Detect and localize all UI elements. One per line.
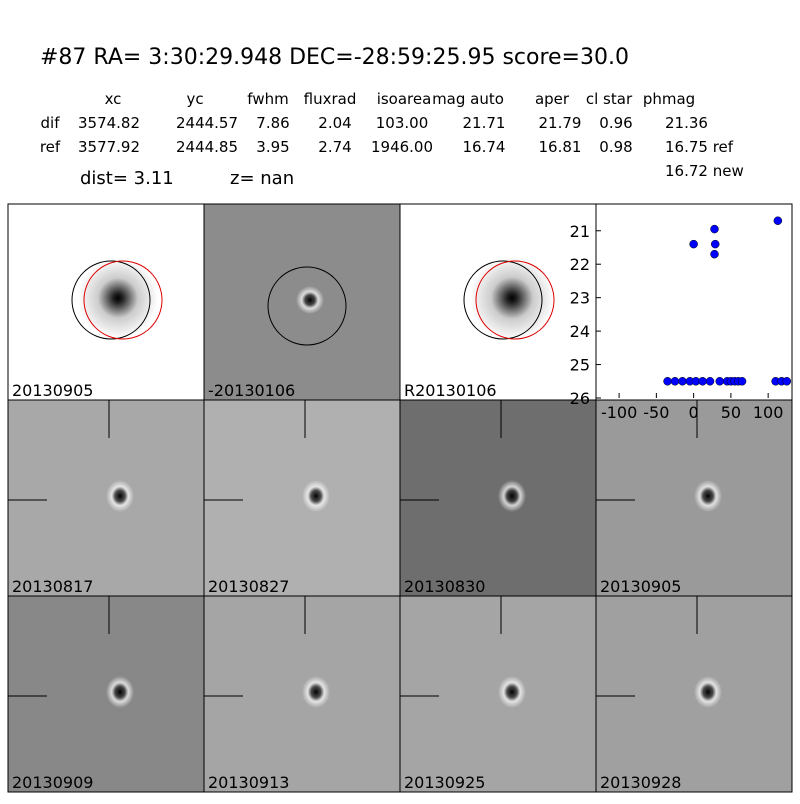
panel-label: 20130817 (12, 577, 93, 596)
point (782, 377, 792, 386)
y-tick-label: 23 (570, 289, 590, 308)
panel-label: R20130106 (404, 381, 497, 400)
z: z= nan (230, 168, 294, 189)
point (773, 216, 783, 225)
panel-bg (7, 399, 205, 597)
y-tick-label: 21 (570, 222, 590, 241)
table-cell: 21.36 (665, 114, 708, 132)
source (694, 480, 722, 512)
point (737, 377, 747, 386)
source (694, 676, 722, 708)
point (715, 377, 724, 386)
point (663, 377, 672, 386)
table-cell: 16.81 (539, 138, 582, 156)
x-tick-label: 100 (753, 403, 784, 422)
panel-label: 20130928 (600, 773, 681, 792)
x-tick-label: -100 (601, 403, 637, 422)
table-cell: 2.74 (318, 138, 351, 156)
circle (83, 260, 163, 340)
circle (267, 266, 347, 346)
y-tick-label: 26 (570, 389, 590, 408)
table-cell: dif (41, 114, 61, 132)
table-cell: 3.95 (256, 138, 289, 156)
source (302, 480, 330, 512)
table-header: cl star (586, 90, 633, 108)
y-tick-label: 22 (570, 255, 590, 274)
dist: dist= 3.11 (80, 168, 174, 189)
x-tick-label: 0 (689, 403, 699, 422)
source (498, 480, 526, 512)
source (498, 676, 526, 708)
x-tick-label: -50 (643, 403, 669, 422)
table-cell: ref (40, 138, 61, 156)
point (705, 377, 715, 386)
panel-label: 20130830 (404, 577, 485, 596)
table-header: xc (105, 90, 122, 108)
point (710, 249, 719, 259)
circle (71, 260, 151, 340)
source (106, 480, 134, 512)
table-header: yc (186, 90, 203, 108)
panel-bg (399, 399, 597, 597)
table-cell: 0.96 (599, 114, 632, 132)
title: #87 RA= 3:30:29.948 DEC=-28:59:25.95 sco… (40, 45, 629, 70)
panel-label: 20130913 (208, 773, 289, 792)
point (670, 377, 680, 386)
table-header: aper (535, 90, 570, 108)
panel-bg (595, 595, 793, 793)
panel-label: 20130925 (404, 773, 485, 792)
point (710, 224, 719, 234)
panel-label: 20130909 (12, 773, 93, 792)
panels (7, 203, 793, 793)
panel-label: -20130106 (208, 381, 295, 400)
y-tick-label: 24 (570, 322, 590, 341)
point (698, 377, 707, 386)
blob (470, 256, 554, 340)
panel-bg (7, 595, 205, 793)
table-cell: 1946.00 (371, 138, 433, 156)
table-cell: 3577.92 (78, 138, 140, 156)
table-cell: 7.86 (256, 114, 289, 132)
panel-bg (595, 399, 793, 597)
table-header: phmag (643, 90, 695, 108)
table-header: fluxrad (304, 90, 357, 108)
panel-label: 20130827 (208, 577, 289, 596)
table-cell: 2444.57 (176, 114, 238, 132)
point (678, 377, 687, 386)
blob (78, 258, 158, 338)
point (689, 239, 698, 249)
circle (463, 260, 543, 340)
extra: 16.72 new (665, 162, 744, 180)
chart-bg (595, 203, 793, 401)
y-tick-label: 25 (570, 356, 590, 375)
table-cell: 0.98 (599, 138, 632, 156)
table-header: isoarea (377, 90, 432, 108)
table-header: mag auto (432, 90, 504, 108)
table-cell: 3574.82 (78, 114, 140, 132)
table-cell: 21.71 (463, 114, 506, 132)
table-cell: 2444.85 (176, 138, 238, 156)
table-cell: 21.79 (539, 114, 582, 132)
panel-label: 20130905 (12, 381, 93, 400)
point (710, 239, 720, 249)
panel-bg (203, 399, 401, 597)
table-header: fwhm (247, 90, 288, 108)
x-tick-label: 50 (721, 403, 741, 422)
panel-bg (203, 595, 401, 793)
panel-label: 20130905 (600, 577, 681, 596)
table-cell: 103.00 (376, 114, 429, 132)
table-cell: 16.74 (463, 138, 506, 156)
blob (296, 286, 324, 314)
source (106, 676, 134, 708)
panel-bg (399, 595, 597, 793)
table-cell: 16.75 ref (665, 138, 734, 156)
source (302, 676, 330, 708)
table-cell: 2.04 (318, 114, 351, 132)
circle (475, 260, 555, 340)
